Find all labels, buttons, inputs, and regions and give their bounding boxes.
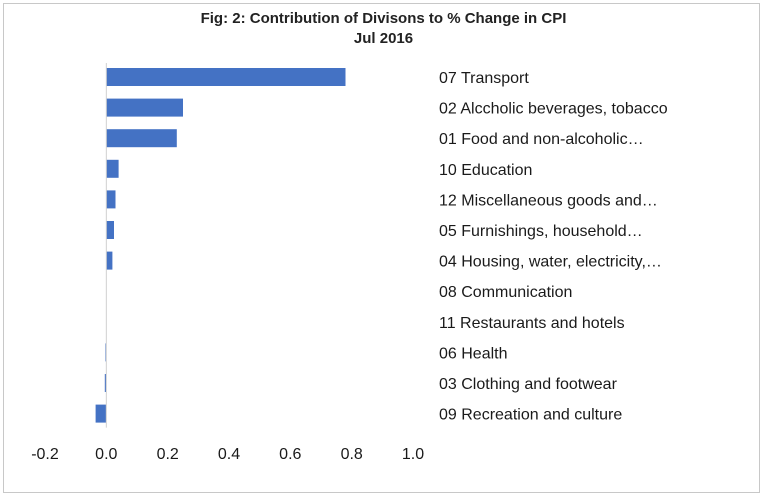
bar-7 (106, 251, 113, 270)
category-label-11: 03 Clothing and footwear (439, 376, 618, 393)
bar-4 (106, 159, 119, 178)
x-tick-label-6: 0.8 (341, 446, 363, 463)
category-label-9: 11 Restaurants and hotels (439, 315, 625, 332)
category-label-8: 08 Communication (439, 284, 572, 301)
bar-12 (95, 404, 107, 423)
x-tick-label-1: -0.2 (31, 446, 59, 463)
category-label-1: 07 Transport (439, 70, 529, 87)
bar-6 (106, 221, 114, 239)
bar-5 (106, 190, 116, 209)
category-label-7: 04 Housing, water, electricity,… (439, 254, 662, 271)
chart-subtitle: Jul 2016 (353, 30, 414, 47)
x-tick-label-2: 0.0 (95, 446, 117, 463)
bar-3 (106, 129, 177, 148)
category-labels: 07 Transport 02 Alccholic beverages, toba… (439, 70, 668, 424)
category-label-3: 01 Food and non-alcoholic… (439, 131, 644, 148)
category-label-6: 05 Furnishings, household… (439, 223, 643, 240)
bar-2 (106, 98, 183, 117)
x-tick-label-4: 0.4 (218, 446, 240, 463)
x-tick-label-5: 0.6 (279, 446, 301, 463)
x-tick-label-7: 1.0 (402, 446, 424, 463)
x-axis-tick-labels: -0.2 0.0 0.2 0.4 0.6 0.8 1.0 (31, 446, 424, 463)
chart-title: Fig: 2: Contribution of Divisons to % Ch… (200, 10, 567, 27)
category-label-4: 10 Education (439, 162, 532, 179)
bar-1 (106, 68, 346, 86)
category-label-2: 02 Alccholic beverages, tobacco (439, 101, 668, 118)
category-label-12: 09 Recreation and culture (439, 407, 622, 424)
bar-11 (104, 374, 107, 392)
bars-group (95, 68, 346, 423)
category-label-5: 12 Miscellaneous goods and… (439, 192, 658, 209)
x-tick-label-3: 0.2 (157, 446, 179, 463)
category-label-10: 06 Health (439, 345, 508, 362)
